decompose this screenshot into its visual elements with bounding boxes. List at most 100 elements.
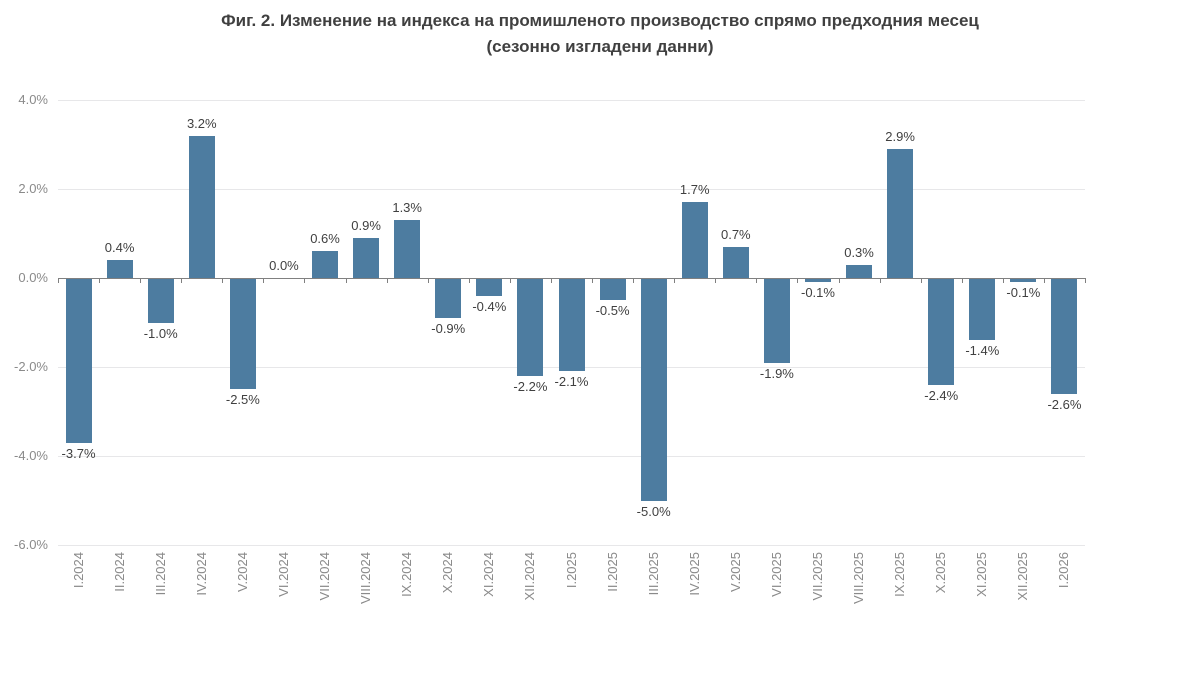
x-axis-category-label: VIII.2024 [358,552,374,605]
bar-value-label: 1.3% [392,200,422,216]
bar [846,264,873,278]
bar [517,278,544,376]
x-axis-category-label: VI.2024 [275,552,291,597]
bar [599,278,626,301]
x-axis-tick [674,278,676,283]
bar-value-label: -5.0% [636,503,671,519]
x-axis-tick [58,278,59,283]
bar [640,278,667,501]
y-axis-tick-label: -6.0% [14,537,48,552]
chart-title-line2: (сезонно изгладени данни) [486,37,714,56]
x-axis-line [58,277,1086,279]
y-axis-tick-label: -4.0% [14,448,48,463]
x-axis-tick [715,278,717,283]
bar [229,278,256,390]
bar [681,202,708,278]
bar-value-label: -2.4% [924,387,959,403]
bar-value-label: -2.1% [554,374,589,390]
chart-title-line1: Фиг. 2. Изменение на индекса на промишле… [221,11,979,30]
x-axis-tick [961,278,963,283]
x-axis-tick [592,278,594,283]
chart-title: Фиг. 2. Изменение на индекса на промишле… [0,8,1200,60]
x-axis-category-label: XII.2024 [522,552,538,601]
gridline [58,544,1085,546]
x-axis-category-label: I.2025 [563,552,579,589]
bar-value-label: -0.4% [472,298,507,314]
bar [188,135,215,278]
gridline [58,188,1085,190]
x-axis-category-label: V.2024 [234,552,250,593]
x-axis-category-label: IX.2024 [399,552,415,597]
x-axis-tick [427,278,429,283]
x-axis-tick [633,278,635,283]
x-axis-category-label: II.2024 [111,552,127,592]
x-axis-category-label: IV.2024 [193,552,209,596]
x-axis-tick [345,278,347,283]
bar-value-label: 0.6% [310,231,340,247]
x-axis-category-label: V.2025 [727,552,743,593]
bar-value-label: 0.7% [720,226,751,242]
gridline [58,99,1085,101]
bar-value-label: -0.1% [1006,285,1041,301]
x-axis-category-label: X.2025 [933,552,949,594]
bar [147,278,174,323]
x-axis-tick [1085,278,1086,283]
bar [106,260,133,278]
bar [353,237,380,278]
bar-value-label: 2.9% [885,128,915,144]
x-axis-category-label: VII.2025 [809,552,825,601]
x-axis-category-label: VIII.2025 [851,552,867,605]
x-axis-tick [304,278,306,283]
y-axis-tick-label: 2.0% [18,181,48,196]
x-axis-tick [263,278,265,283]
bar-value-label: 1.7% [679,182,710,198]
x-axis-tick [386,278,388,283]
bar-value-label: -2.6% [1047,396,1082,412]
bar-value-label: -2.5% [225,392,260,408]
x-axis-category-label: IX.2025 [892,552,908,597]
y-axis-tick-label: -2.0% [14,359,48,374]
x-axis-tick [797,278,799,283]
bar [476,278,503,296]
bar-value-label: -1.9% [759,365,794,381]
bar [312,251,339,278]
x-axis-tick [468,278,470,283]
x-axis-category-label: XII.2025 [1015,552,1031,601]
bar-value-label: 0.9% [351,217,381,233]
bar-value-label: 0.0% [269,258,299,273]
bar [435,278,462,319]
x-axis-category-label: II.2025 [604,552,620,592]
y-axis-tick-label: 4.0% [18,92,48,107]
bar-value-label: 0.4% [104,240,135,256]
x-axis-tick [756,278,758,283]
bar-value-label: -1.4% [965,343,1000,359]
bar-value-label: -3.7% [61,445,96,461]
x-axis-tick [838,278,840,283]
bar [1051,278,1078,394]
x-axis-category-label: I.2024 [70,552,86,589]
x-axis-tick [550,278,552,283]
x-axis-tick [181,278,183,283]
bar [722,246,749,278]
bar [1010,278,1037,283]
x-axis-tick [140,278,142,283]
bar [969,278,996,341]
x-axis-category-label: III.2025 [645,552,661,596]
x-axis-category-label: III.2024 [152,552,168,596]
bar-value-label: -0.9% [431,321,466,337]
x-axis-tick [920,278,922,283]
bar [763,278,790,363]
bar [65,278,92,443]
x-axis-tick [1043,278,1045,283]
bar [887,148,914,278]
x-axis-category-label: I.2026 [1056,552,1072,589]
x-axis-tick [99,278,101,283]
gridline [58,455,1085,457]
x-axis-category-label: IV.2025 [686,552,702,596]
bar [928,278,955,385]
x-axis-tick [1002,278,1004,283]
bar-value-label: -0.1% [800,285,835,301]
x-axis-tick [879,278,881,283]
bar-value-label: 3.2% [186,115,217,131]
